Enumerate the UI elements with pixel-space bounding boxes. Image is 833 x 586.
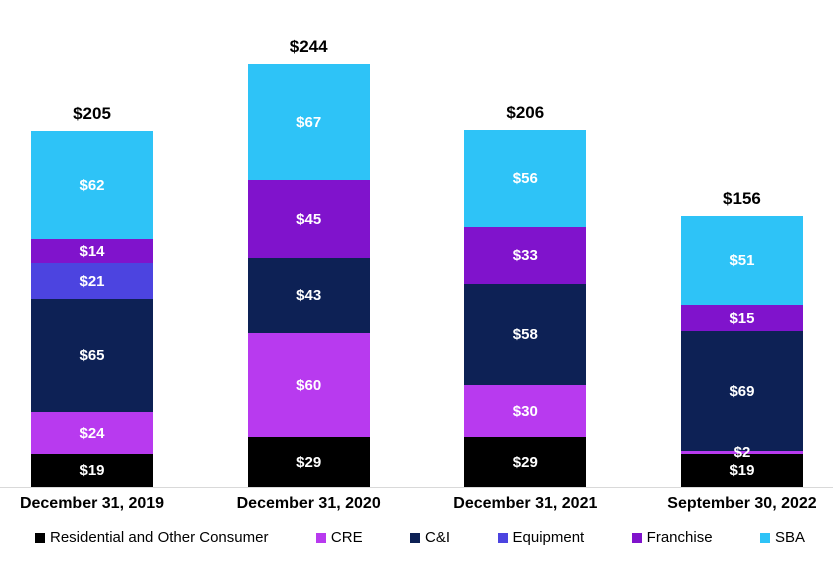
bar-segment: $56 [464, 130, 587, 227]
bar-group: $205 $19 $24 $65 $21 $14 $62 [31, 104, 153, 487]
segment-value-label: $29 [296, 453, 322, 471]
segment-value-label: $21 [79, 272, 105, 290]
segment-value-label: $43 [296, 287, 322, 304]
bar-segment: $45 [247, 180, 370, 258]
bar-segment: $65 [31, 299, 153, 412]
x-axis-label: December 31, 2020 [236, 495, 381, 512]
segment-value-label: $69 [729, 382, 755, 400]
legend-label: Equipment [512, 529, 585, 546]
x-axis-labels: December 31, 2019 December 31, 2020 Decemb… [0, 495, 833, 513]
baseline-axis [0, 487, 833, 488]
segment-value-label: $15 [729, 309, 755, 327]
bar-total-label: $244 [289, 37, 328, 56]
bar-segment: $15 [680, 305, 803, 331]
bar-segment: $29 [464, 437, 587, 487]
bar-segment: $60 [247, 333, 370, 437]
bar-segment: $29 [247, 437, 370, 487]
segment-value-label: $56 [512, 170, 538, 187]
bar-segment: $58 [464, 284, 587, 385]
bar-segment: $30 [464, 385, 587, 437]
bar-group: $156 $19 $2 $69 $15 $51 [680, 189, 803, 487]
x-axis-label: December 31, 2019 [19, 495, 165, 512]
legend-item: SBA [759, 529, 805, 546]
bar-segment: $21 [31, 263, 153, 299]
legend-item: Residential and Other Consumer [35, 529, 268, 546]
bar-stack: $29 $30 $58 $33 $56 [464, 130, 587, 487]
legend-label: SBA [774, 529, 805, 546]
bar-stack: $19 $24 $65 $21 $14 $62 [31, 131, 153, 487]
legend-item: C&I [410, 529, 450, 546]
segment-value-label: $29 [512, 453, 538, 471]
bar-group: $206 $29 $30 $58 $33 $56 [464, 103, 587, 487]
segment-value-label: $62 [79, 176, 105, 194]
legend-swatch [35, 532, 45, 543]
legend: Residential and Other Consumer CRE C&I Equi… [0, 529, 833, 546]
segment-value-label: $2 [733, 444, 751, 461]
bar-segment: $19 [31, 454, 153, 487]
legend-label: Franchise [646, 529, 713, 546]
bar-total-label: $205 [73, 104, 111, 123]
bar-stack: $29 $60 $43 $45 $67 [247, 64, 370, 487]
legend-label: Residential and Other Consumer [50, 529, 269, 546]
segment-value-label: $65 [79, 347, 105, 364]
bar-segment: $69 [680, 331, 803, 451]
bar-segment: $2 [680, 445, 803, 460]
segment-value-label: $67 [296, 113, 322, 131]
segment-value-label: $60 [296, 376, 322, 394]
segment-value-label: $45 [296, 210, 322, 228]
legend-item: Equipment [497, 529, 585, 546]
bar-segment: $19 [680, 454, 803, 487]
legend-label: CRE [330, 529, 363, 546]
bar-segment: $43 [247, 258, 370, 333]
bar-total-label: $156 [723, 189, 761, 208]
segment-value-label: $24 [79, 424, 105, 442]
bar-stack: $19 $2 $69 $15 $51 [680, 216, 803, 487]
segment-value-label: $33 [512, 247, 538, 264]
segment-value-label: $30 [512, 402, 538, 420]
legend-label: C&I [425, 529, 451, 546]
legend-item: CRE [315, 529, 363, 546]
segment-value-label: $51 [729, 252, 755, 269]
bar-group: $244 $29 $60 $43 $45 $67 [247, 37, 370, 487]
bar-segment: $67 [247, 64, 370, 180]
segment-value-label: $58 [512, 326, 538, 343]
bar-segment: $24 [31, 412, 153, 454]
legend-swatch [410, 532, 421, 543]
bar-segment: $51 [680, 216, 803, 305]
segment-value-label: $14 [79, 242, 105, 260]
x-axis-label: September 30, 2022 [667, 495, 817, 512]
segment-value-label: $19 [79, 462, 105, 479]
bar-segment: $14 [31, 239, 153, 263]
legend-swatch [759, 532, 770, 543]
legend-swatch [631, 532, 642, 543]
legend-swatch [315, 532, 326, 543]
bar-segment: $33 [464, 227, 587, 284]
segment-value-label: $19 [729, 462, 755, 479]
bar-total-label: $206 [506, 103, 545, 122]
legend-item: Franchise [631, 529, 713, 546]
x-axis-label: December 31, 2021 [453, 495, 598, 512]
bar-segment: $62 [31, 131, 153, 239]
plot-area: $205 $19 $24 $65 $21 $14 $62 $244 $29 $60 $43 $45 $6… [31, 37, 803, 487]
legend-swatch [497, 532, 508, 543]
